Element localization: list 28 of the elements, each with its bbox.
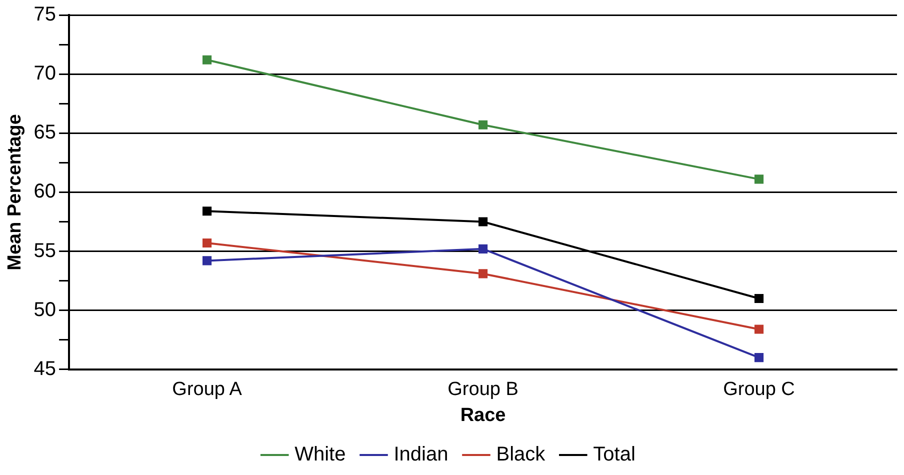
y-tick-label: 70	[34, 62, 56, 85]
point	[478, 120, 488, 130]
y-tick-label: 50	[34, 298, 56, 321]
point	[478, 217, 488, 226]
point	[754, 174, 764, 184]
y-tick-label: 45	[34, 358, 56, 380]
point	[202, 206, 212, 216]
x-tick-label: Group C	[723, 379, 795, 400]
y-tick-label: 65	[34, 122, 56, 144]
point	[754, 294, 764, 304]
point	[202, 238, 212, 248]
x-axis-title: Race	[460, 404, 506, 426]
x-tick-label: Group A	[172, 379, 242, 400]
y-tick-label: 75	[34, 4, 56, 26]
y-tick-label: 55	[34, 240, 56, 262]
legend-label: Black	[496, 444, 546, 466]
point	[754, 324, 764, 334]
legend-label: Indian	[394, 444, 448, 466]
point	[202, 55, 212, 64]
legend-label: Total	[593, 444, 636, 466]
y-axis-title: Mean Percentage	[4, 114, 26, 270]
y-tick-label: 60	[34, 180, 56, 203]
x-tick-label: Group B	[448, 379, 518, 400]
point	[754, 353, 764, 362]
point	[478, 269, 488, 278]
legend-label: White	[294, 444, 346, 466]
point	[478, 244, 488, 254]
point	[202, 256, 212, 266]
